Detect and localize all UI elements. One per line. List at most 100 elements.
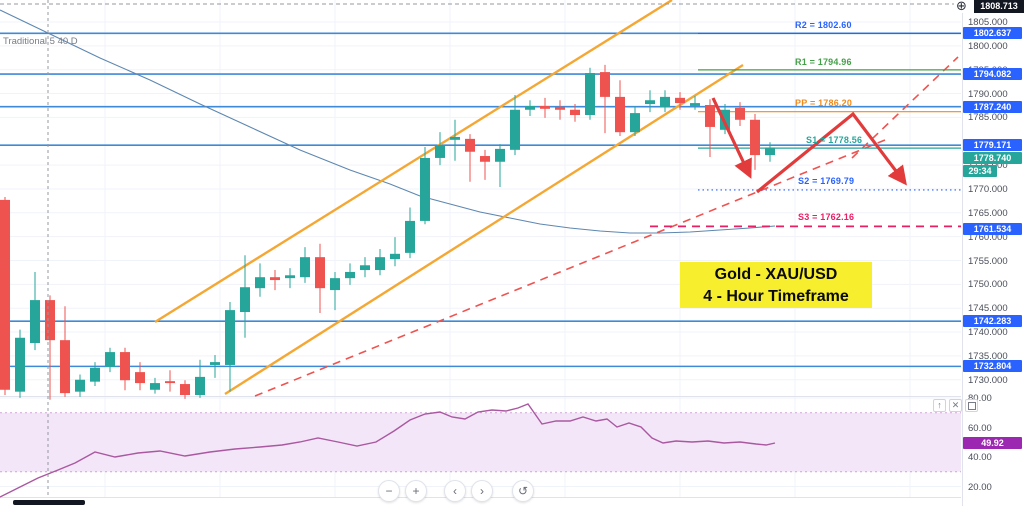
price-tick: 1770.000	[968, 183, 1008, 195]
candle-body	[765, 147, 775, 156]
candle-body	[210, 362, 220, 365]
price-tick: 60.00	[968, 422, 992, 434]
dashed-trendline[interactable]	[851, 56, 959, 159]
candle-body	[615, 96, 625, 133]
scroll-right-button[interactable]: ›	[471, 480, 493, 502]
price-tick: 1735.000	[968, 350, 1008, 362]
candle-body	[585, 73, 595, 116]
candle-body	[300, 257, 310, 278]
price-axis-label: 1742.283	[963, 315, 1022, 327]
price-tick: 20.00	[968, 481, 992, 493]
candle-body	[345, 271, 355, 279]
annotation-box: Gold - XAU/USD 4 - Hour Timeframe	[680, 262, 872, 308]
candle-body	[270, 277, 280, 281]
candle-body	[435, 145, 445, 158]
pivot-label-s2: S2 = 1769.79	[798, 176, 855, 186]
candle-body	[150, 383, 160, 390]
candle-body	[420, 157, 430, 221]
price-axis-label: 1779.171	[963, 139, 1022, 151]
channel-upper-line[interactable]	[154, 0, 673, 324]
candle-body	[195, 376, 205, 396]
candle-body	[30, 300, 40, 344]
candle-body	[315, 257, 325, 289]
time-axis-label-bar	[13, 500, 85, 505]
moving-average-line[interactable]	[0, 9, 776, 234]
candle-body	[630, 113, 640, 133]
price-axis-label: 1787.240	[963, 101, 1022, 113]
price-tick: 1785.000	[968, 112, 1008, 124]
price-tick: 1765.000	[968, 207, 1008, 219]
pivot-settings-note: Traditional 5 40 D	[3, 36, 78, 47]
candle-body	[495, 148, 505, 162]
channel-lower-line[interactable]	[224, 63, 744, 396]
candle-body	[90, 367, 100, 382]
rsi-line[interactable]	[0, 403, 776, 498]
price-tick: 1790.000	[968, 88, 1008, 100]
pane-maximize-button[interactable]	[965, 399, 978, 412]
candle-body	[480, 156, 490, 162]
price-tick: 1800.000	[968, 40, 1008, 52]
candle-body	[660, 96, 670, 107]
candle-body	[510, 109, 520, 150]
rsi-band	[0, 412, 961, 472]
price-tick: 1760.000	[968, 231, 1008, 243]
pivot-label-s1: S1 = 1778.56	[806, 135, 863, 145]
candle-body	[60, 340, 70, 394]
candle-body	[120, 352, 130, 381]
candle-body	[75, 379, 85, 392]
candle-body	[750, 119, 760, 156]
crosshair-price-label: 1808.713	[974, 0, 1024, 13]
candle-body	[675, 97, 685, 104]
candle-body	[180, 384, 190, 396]
price-tick: 1755.000	[968, 255, 1008, 267]
zoom-in-button[interactable]: +	[405, 480, 427, 502]
pane-close-button[interactable]: ✕	[949, 399, 962, 412]
dashed-trendline[interactable]	[254, 137, 891, 397]
candle-body	[405, 220, 415, 253]
candle-body	[225, 310, 235, 365]
price-axis[interactable]	[962, 0, 1024, 506]
candle-body	[360, 265, 370, 271]
chart-navigation: − + ‹ › ↺	[378, 480, 534, 502]
candle-body	[165, 381, 175, 384]
reset-view-button[interactable]: ↺	[512, 480, 534, 502]
scroll-left-button[interactable]: ‹	[444, 480, 466, 502]
price-axis-label: 29:34	[963, 165, 997, 177]
candle-body	[375, 257, 385, 271]
price-axis-label: 1732.804	[963, 360, 1022, 372]
price-axis-label: 1778.740	[963, 152, 1022, 164]
candle-body	[540, 105, 550, 109]
pivot-label-s3: S3 = 1762.16	[798, 212, 855, 222]
projection-arrow[interactable]	[755, 111, 907, 194]
pivot-label-pp: PP = 1786.20	[795, 98, 853, 108]
candle-body	[600, 72, 610, 97]
price-axis-label: 1794.082	[963, 68, 1022, 80]
price-axis-label: 1761.534	[963, 223, 1022, 235]
annotation-line2: 4 - Hour Timeframe	[703, 288, 849, 305]
candle-body	[735, 107, 745, 120]
zoom-out-button[interactable]: −	[378, 480, 400, 502]
crosshair-plus-icon: ⊕	[956, 0, 967, 13]
candle-body	[105, 352, 115, 367]
price-tick: 1730.000	[968, 374, 1008, 386]
candle-body	[645, 100, 655, 105]
candle-body	[555, 106, 565, 110]
price-axis-label: 1802.637	[963, 27, 1022, 39]
price-tick: 1740.000	[968, 327, 1008, 339]
price-tick: 1745.000	[968, 303, 1008, 315]
candle-body	[705, 104, 715, 127]
candle-body	[450, 136, 460, 140]
price-axis-label: 49.92	[963, 437, 1022, 449]
pane-move-up-button[interactable]: ↑	[933, 399, 946, 412]
candle-body	[0, 199, 10, 390]
rsi-pane-controls: ↑ ✕	[933, 399, 978, 412]
price-tick: 1750.000	[968, 279, 1008, 291]
price-tick: 80.00	[968, 393, 992, 404]
candle-body	[570, 109, 580, 116]
candle-body	[465, 138, 475, 152]
candle-body	[45, 300, 55, 341]
projection-arrow[interactable]	[711, 97, 752, 179]
candle-body	[330, 278, 340, 291]
